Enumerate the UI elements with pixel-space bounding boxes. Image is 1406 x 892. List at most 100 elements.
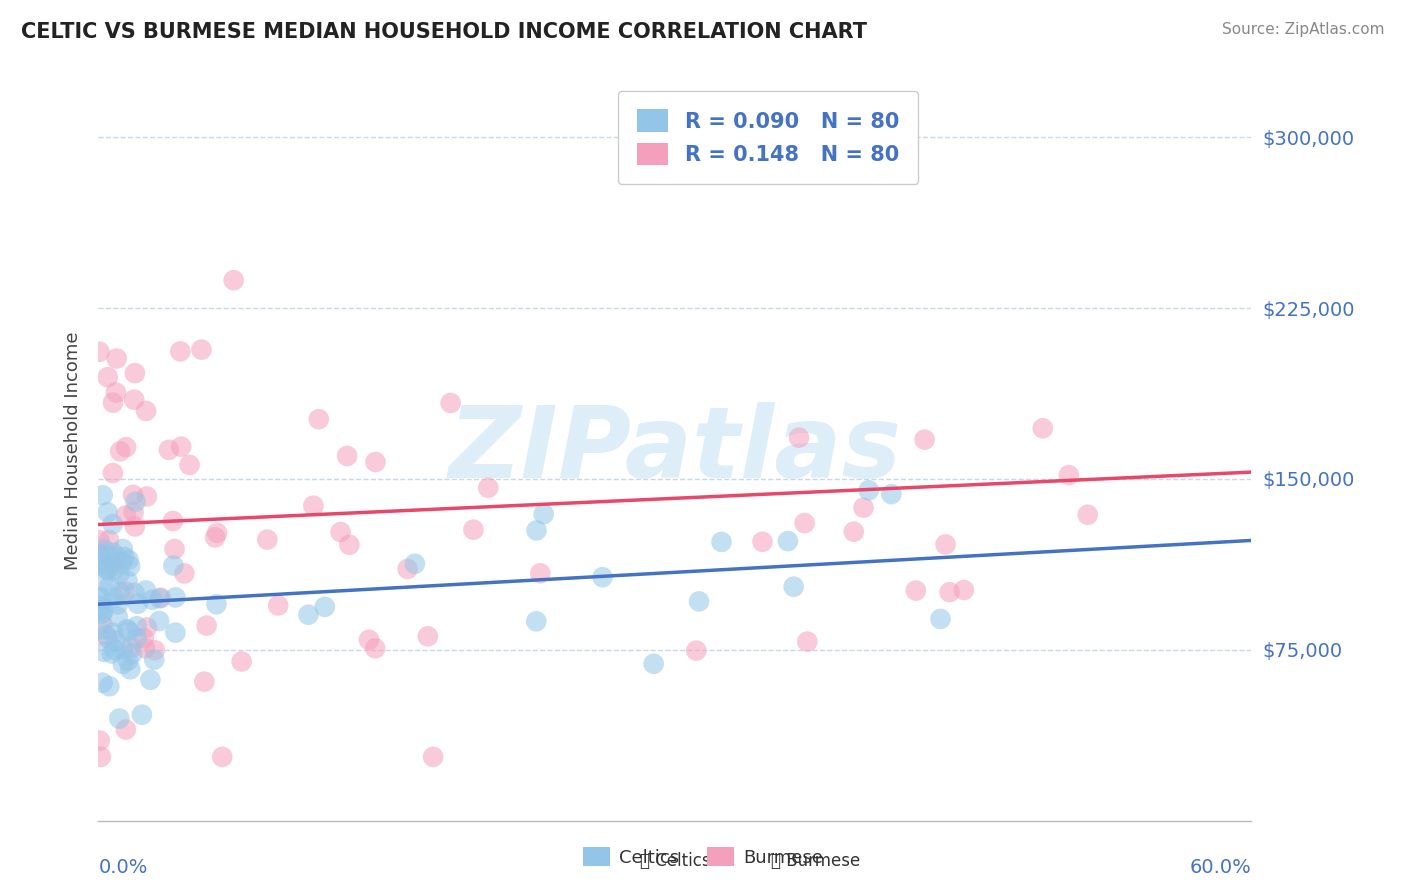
Point [463, 523, 485, 537]
Point [108, 585, 131, 599]
Point [131, 707, 153, 722]
Point [89, 547, 111, 561]
Point [98, 679, 121, 693]
Point [193, 674, 215, 689]
Point [91, 675, 114, 690]
Point [134, 641, 156, 656]
Point [782, 580, 804, 594]
Point [100, 647, 122, 661]
Point [336, 449, 359, 463]
Point [135, 490, 157, 504]
Point [422, 749, 444, 764]
Point [101, 466, 124, 480]
Point [526, 524, 548, 538]
Legend: Celtics, Burmese: Celtics, Burmese [576, 840, 830, 874]
Point [91, 617, 114, 632]
Text: Source: ZipAtlas.com: Source: ZipAtlas.com [1222, 22, 1385, 37]
Point [793, 516, 815, 530]
Point [751, 534, 773, 549]
Point [205, 597, 228, 611]
Point [592, 570, 614, 584]
Point [163, 541, 186, 556]
Point [89, 548, 111, 562]
Point [852, 500, 875, 515]
Point [89, 590, 111, 604]
Point [121, 647, 143, 661]
Point [111, 555, 134, 569]
Point [297, 607, 319, 622]
Point [776, 534, 799, 549]
Point [329, 524, 352, 539]
Point [205, 525, 228, 540]
Point [101, 546, 124, 560]
Point [112, 642, 135, 657]
Point [170, 440, 193, 454]
Point [93, 645, 115, 659]
Point [122, 392, 145, 407]
Point [94, 548, 117, 562]
Point [103, 591, 125, 605]
Point [101, 626, 124, 640]
Point [1077, 508, 1099, 522]
Point [953, 582, 976, 597]
Point [103, 643, 125, 657]
Point [416, 629, 439, 643]
Point [302, 499, 325, 513]
Point [149, 591, 172, 606]
Point [308, 412, 330, 426]
Text: CELTIC VS BURMESE MEDIAN HOUSEHOLD INCOME CORRELATION CHART: CELTIC VS BURMESE MEDIAN HOUSEHOLD INCOM… [21, 22, 868, 42]
Point [114, 584, 136, 599]
Point [122, 505, 145, 519]
Point [314, 599, 336, 614]
Point [139, 673, 162, 687]
Point [914, 433, 936, 447]
Point [529, 566, 551, 581]
Point [111, 541, 134, 556]
Point [100, 556, 122, 570]
Point [103, 563, 125, 577]
Point [787, 431, 810, 445]
Point [143, 652, 166, 666]
Point [101, 517, 124, 532]
Y-axis label: Median Household Income: Median Household Income [63, 331, 82, 570]
Point [211, 749, 233, 764]
Text: ZIPatlas: ZIPatlas [449, 402, 901, 499]
Point [120, 640, 142, 655]
Point [89, 344, 111, 359]
Point [98, 579, 121, 593]
Point [108, 566, 131, 581]
Text: ⬜ Celtics: ⬜ Celtics [640, 852, 710, 870]
Point [90, 622, 112, 636]
Point [124, 495, 146, 509]
Point [135, 404, 157, 418]
Point [104, 633, 127, 648]
Point [120, 662, 142, 676]
Point [122, 488, 145, 502]
Point [111, 657, 134, 671]
Point [104, 558, 127, 573]
Point [90, 591, 112, 606]
Point [105, 351, 128, 366]
Point [195, 618, 218, 632]
Point [127, 597, 149, 611]
Point [396, 562, 419, 576]
Point [114, 550, 136, 565]
Point [1032, 421, 1054, 435]
Point [165, 591, 187, 605]
Text: 0.0%: 0.0% [98, 858, 148, 877]
Point [114, 508, 136, 523]
Point [97, 631, 120, 645]
Point [222, 273, 245, 287]
Point [91, 488, 114, 502]
Point [107, 598, 129, 612]
Point [117, 574, 139, 588]
Point [149, 591, 172, 605]
Point [157, 442, 180, 457]
Point [169, 344, 191, 359]
Point [929, 612, 952, 626]
Point [524, 615, 547, 629]
Point [89, 733, 111, 747]
Point [104, 385, 127, 400]
Point [173, 566, 195, 581]
Point [101, 395, 124, 409]
